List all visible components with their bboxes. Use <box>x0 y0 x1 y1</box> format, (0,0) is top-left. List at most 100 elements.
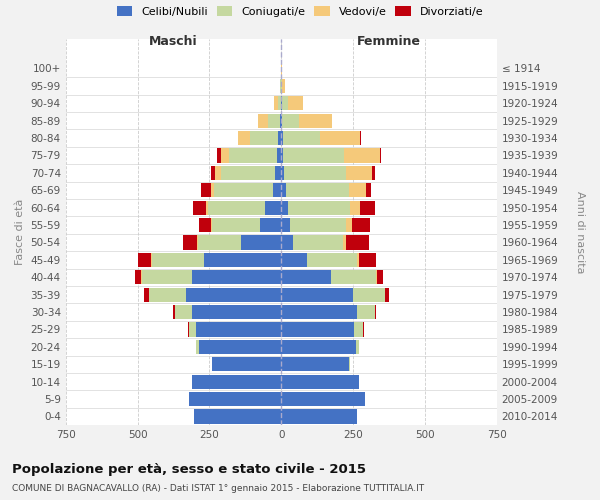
Bar <box>320 131 360 145</box>
Bar <box>265 200 281 215</box>
Bar <box>199 340 281 354</box>
Bar <box>192 305 281 319</box>
Bar <box>282 96 287 110</box>
Bar <box>136 270 141 284</box>
Bar <box>194 410 281 424</box>
Bar <box>260 218 281 232</box>
Bar <box>290 218 346 232</box>
Text: Femmine: Femmine <box>357 35 421 48</box>
Bar <box>281 410 358 424</box>
Bar <box>380 148 381 162</box>
Bar <box>250 131 278 145</box>
Bar <box>366 183 371 198</box>
Bar <box>196 340 199 354</box>
Bar <box>359 252 376 267</box>
Y-axis label: Anni di nascita: Anni di nascita <box>575 191 585 274</box>
Text: Popolazione per età, sesso e stato civile - 2015: Popolazione per età, sesso e stato civil… <box>12 462 366 475</box>
Bar <box>208 200 265 215</box>
Bar <box>281 392 365 406</box>
Bar <box>281 78 283 93</box>
Bar <box>352 218 370 232</box>
Bar <box>281 236 293 250</box>
Bar <box>192 374 281 389</box>
Bar <box>201 183 211 198</box>
Legend: Celibi/Nubili, Coniugati/e, Vedovi/e, Divorziati/e: Celibi/Nubili, Coniugati/e, Vedovi/e, Di… <box>113 3 487 20</box>
Bar <box>281 322 355 336</box>
Bar <box>199 218 211 232</box>
Bar <box>197 236 198 250</box>
Bar <box>299 114 332 128</box>
Bar <box>283 78 284 93</box>
Bar <box>278 96 281 110</box>
Bar <box>268 114 280 128</box>
Bar <box>211 183 214 198</box>
Bar <box>275 166 281 180</box>
Bar <box>189 392 281 406</box>
Bar <box>282 114 299 128</box>
Bar <box>353 288 385 302</box>
Bar <box>289 200 350 215</box>
Bar <box>206 200 208 215</box>
Bar <box>258 114 268 128</box>
Bar <box>241 236 281 250</box>
Bar <box>360 131 361 145</box>
Bar <box>281 374 359 389</box>
Bar <box>293 236 343 250</box>
Bar <box>175 305 192 319</box>
Bar <box>376 270 377 284</box>
Bar <box>272 183 281 198</box>
Bar <box>331 270 376 284</box>
Bar <box>196 322 281 336</box>
Bar <box>211 166 215 180</box>
Bar <box>142 270 192 284</box>
Bar <box>372 166 375 180</box>
Bar <box>187 288 281 302</box>
Bar <box>358 252 359 267</box>
Bar <box>281 270 331 284</box>
Bar <box>229 148 277 162</box>
Bar <box>349 183 366 198</box>
Bar <box>346 236 369 250</box>
Bar <box>377 270 383 284</box>
Bar <box>281 114 282 128</box>
Bar <box>281 305 358 319</box>
Bar <box>280 114 281 128</box>
Bar <box>215 166 221 180</box>
Bar <box>281 218 290 232</box>
Bar <box>283 131 320 145</box>
Bar <box>281 131 283 145</box>
Bar <box>238 131 250 145</box>
Bar <box>385 288 389 302</box>
Bar <box>188 322 189 336</box>
Bar <box>152 252 203 267</box>
Bar <box>189 322 196 336</box>
Bar <box>198 236 241 250</box>
Bar <box>287 96 304 110</box>
Bar <box>349 357 350 372</box>
Bar <box>221 166 275 180</box>
Bar <box>360 200 374 215</box>
Text: COMUNE DI BAGNACAVALLO (RA) - Dati ISTAT 1° gennaio 2015 - Elaborazione TUTTITAL: COMUNE DI BAGNACAVALLO (RA) - Dati ISTAT… <box>12 484 424 493</box>
Bar <box>212 218 260 232</box>
Bar <box>214 183 272 198</box>
Bar <box>145 288 149 302</box>
Bar <box>281 340 356 354</box>
Bar <box>193 200 206 215</box>
Bar <box>283 148 344 162</box>
Bar <box>281 288 353 302</box>
Bar <box>346 166 372 180</box>
Bar <box>281 200 289 215</box>
Bar <box>192 270 281 284</box>
Bar <box>139 252 151 267</box>
Y-axis label: Fasce di età: Fasce di età <box>15 199 25 265</box>
Bar <box>281 252 307 267</box>
Bar <box>286 183 349 198</box>
Bar <box>203 252 281 267</box>
Bar <box>277 148 281 162</box>
Bar <box>307 252 358 267</box>
Bar <box>217 148 221 162</box>
Bar <box>281 357 349 372</box>
Bar <box>346 218 352 232</box>
Bar <box>355 322 363 336</box>
Bar <box>281 166 284 180</box>
